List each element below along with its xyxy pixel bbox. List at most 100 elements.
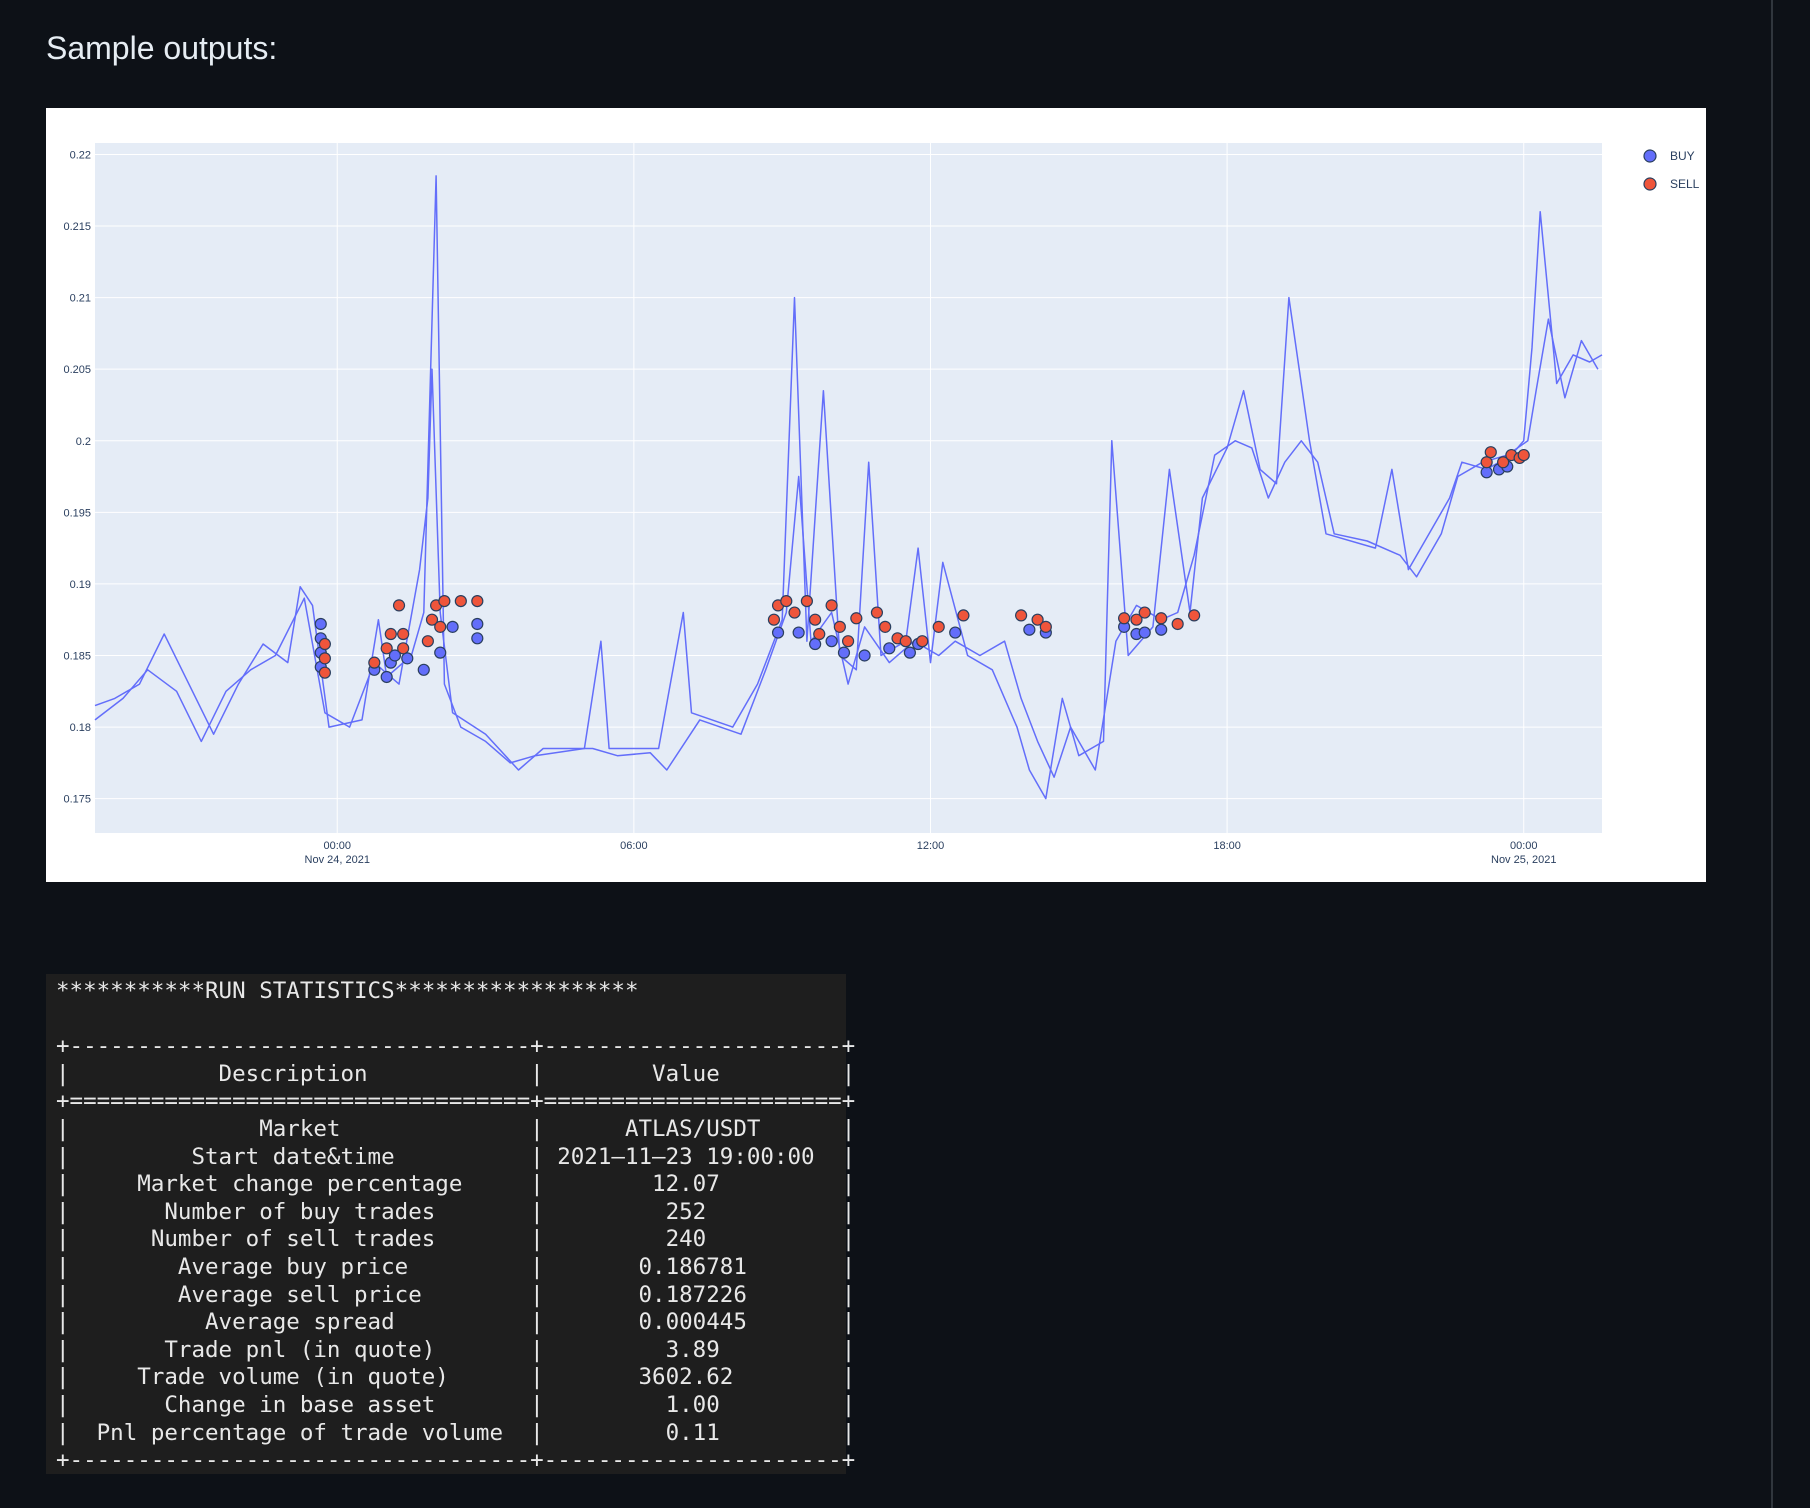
stats-border: +----------------------------------+----…: [56, 1447, 856, 1474]
stats-pipe: |: [56, 1115, 70, 1142]
buy-trade-point: [380, 670, 393, 684]
y-tick-label: 0.2: [76, 436, 91, 448]
buy-trade-point: [792, 626, 805, 639]
sell-trade-point: [850, 612, 863, 625]
chart-svg: 0.22 0.215 0.21 0.205 0.2 0.195 0.19 0.185 0.18 0…: [63, 143, 1700, 866]
sell-trade-point: [1118, 612, 1131, 625]
stats-border: +==================================+====…: [56, 1088, 856, 1115]
sell-trade-point: [1497, 456, 1510, 469]
stats-pipe: |: [56, 1143, 70, 1170]
price-chart[interactable]: 0.22 0.215 0.21 0.205 0.2 0.195 0.19 0.185 0.18 0…: [46, 108, 1706, 882]
sell-trade-point: [434, 620, 447, 633]
stats-row-value: 240: [543, 1226, 842, 1253]
stats-row-value: 3602.62: [543, 1364, 842, 1391]
buy-trade-point: [825, 635, 838, 648]
stats-pipe: |: [841, 1364, 856, 1391]
buy-trade-point: [1480, 466, 1493, 479]
x-tick-label: 18:00: [1213, 840, 1241, 852]
sell-trade-point: [1031, 613, 1044, 626]
buy-trade-point: [1138, 626, 1151, 639]
stats-pipe: |: [530, 1309, 544, 1336]
sell-trade-point: [800, 594, 813, 608]
stats-pipe: |: [56, 1226, 70, 1253]
buy-trade-point: [949, 626, 962, 639]
stats-row-value: 0.11: [543, 1419, 842, 1446]
sell-trade-point: [1039, 620, 1052, 633]
stats-header-value: Value: [543, 1060, 842, 1087]
sell-trade-point: [421, 635, 434, 648]
stats-pipe: |: [56, 1309, 70, 1336]
stats-pipe: |: [841, 1281, 856, 1308]
stats-row-description: Average sell price: [69, 1281, 531, 1308]
buy-trade-point: [837, 646, 851, 659]
stats-pipe: |: [56, 1060, 70, 1087]
sell-trade-point: [957, 609, 970, 622]
stats-row-value: 12.07: [543, 1171, 842, 1198]
run-statistics-panel: ***********RUN STATISTICS***************…: [46, 974, 855, 1474]
stats-row-value: 0.186781: [543, 1253, 842, 1280]
sell-trade-point: [438, 594, 451, 608]
stats-pipe: |: [530, 1391, 544, 1418]
grid-lines: [95, 143, 1602, 833]
buy-trade-point: [314, 617, 327, 631]
stats-pipe: |: [841, 1391, 856, 1418]
buy-trade-point: [858, 649, 871, 662]
sell-trade-point: [1015, 609, 1028, 622]
stats-banner: ***********RUN STATISTICS***************…: [56, 978, 639, 1004]
stats-header-description: Description: [69, 1060, 531, 1087]
sell-trade-point: [425, 613, 439, 626]
buy-trade-point: [471, 632, 484, 645]
y-tick-label: 0.22: [70, 149, 91, 161]
buy-trade-point: [903, 646, 916, 659]
y-tick-label: 0.175: [63, 794, 91, 806]
sell-trade-point: [899, 635, 912, 648]
plot-area: [95, 143, 1602, 833]
sell-trade-point: [454, 594, 467, 608]
y-tick-label: 0.19: [70, 579, 91, 591]
trade-markers: [314, 446, 1530, 684]
stats-pipe: |: [56, 1171, 70, 1198]
sell-trade-point: [397, 642, 410, 655]
stats-row-value: 0.000445: [543, 1309, 842, 1336]
stats-row-description: Trade pnl (in quote): [69, 1336, 531, 1363]
stats-border: +----------------------------------+----…: [56, 1033, 856, 1060]
sell-trade-point: [318, 652, 331, 665]
legend[interactable]: BUY SELL: [1643, 149, 1700, 191]
buy-trade-point: [471, 617, 484, 631]
section-heading: Sample outputs:: [46, 30, 278, 66]
buy-trade-point: [434, 646, 447, 659]
y-tick-label: 0.195: [63, 507, 91, 519]
stats-pipe: |: [841, 1060, 856, 1087]
x-tick-date-label: Nov 24, 2021: [305, 854, 370, 866]
stats-pipe: |: [841, 1309, 856, 1336]
stats-row-value: 1.00: [543, 1391, 842, 1418]
x-tick-label: 00:00: [323, 840, 351, 852]
sell-trade-point: [809, 613, 822, 626]
stats-pipe: |: [841, 1253, 856, 1280]
stats-pipe: |: [530, 1060, 544, 1087]
y-tick-label: 0.18: [70, 722, 91, 734]
buy-trade-point: [446, 620, 459, 633]
buy-trade-point: [417, 663, 430, 676]
stats-pipe: |: [530, 1336, 544, 1363]
sell-trade-point: [767, 613, 781, 626]
stats-row-description: Market: [69, 1115, 531, 1142]
sell-trade-point: [1484, 446, 1497, 459]
stats-row-description: Change in base asset: [69, 1391, 531, 1418]
sell-trade-point: [813, 627, 826, 641]
stats-row-value: 0.187226: [543, 1281, 842, 1308]
stats-row-description: Number of buy trades: [69, 1198, 531, 1225]
sell-trade-point: [780, 594, 793, 608]
sell-trade-point: [879, 620, 892, 633]
sell-trade-point: [932, 620, 945, 633]
buy-trade-point: [388, 649, 402, 662]
sell-trade-point: [841, 635, 855, 648]
sell-trade-point: [788, 606, 801, 619]
legend-label-sell: SELL: [1670, 177, 1700, 191]
stats-pipe: |: [530, 1226, 544, 1253]
sell-trade-point: [1138, 606, 1151, 619]
stats-row-description: Average buy price: [69, 1253, 531, 1280]
sell-trade-point: [870, 606, 884, 619]
stats-row-description: Market change percentage: [69, 1171, 531, 1198]
sell-trade-point: [397, 627, 410, 641]
